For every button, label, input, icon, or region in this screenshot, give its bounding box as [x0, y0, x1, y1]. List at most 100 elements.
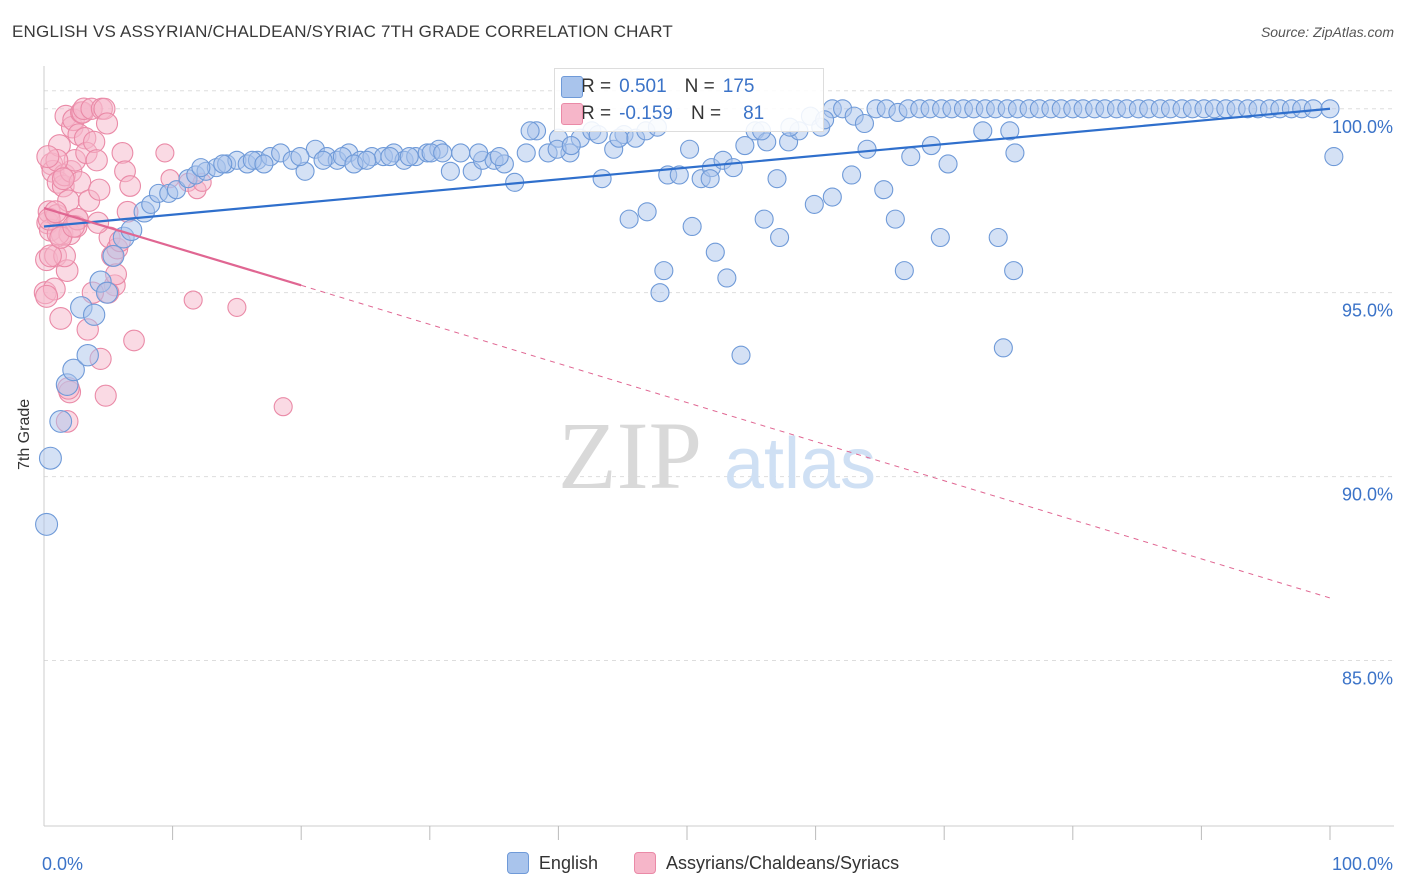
english-point-133 — [754, 209, 774, 229]
r-label-english: R = — [581, 76, 612, 97]
english-point-68 — [723, 158, 743, 178]
english-point-149 — [1005, 143, 1025, 163]
assyrian-point-58 — [273, 397, 293, 417]
assyrian-point-46 — [111, 141, 134, 164]
r-label-assyrian: R = — [581, 103, 612, 124]
english-point-168 — [290, 147, 310, 167]
assyrian-point-12 — [49, 307, 73, 330]
n-value-english: 175 — [722, 76, 755, 97]
assyrian-point-35 — [82, 130, 106, 154]
tick-labels: 85.0% 90.0% 95.0% 100.0% 0.0% 100.0% — [42, 117, 1393, 874]
trend-lines — [43, 107, 1331, 599]
english-point-163 — [489, 147, 509, 167]
english-point-80 — [854, 113, 875, 134]
english-point-64 — [680, 139, 700, 159]
english-point-162 — [469, 143, 489, 163]
legend-item-assyrian[interactable]: Assyrians/Chaldeans/Syriacs — [633, 852, 900, 874]
english-point-141 — [894, 261, 914, 281]
assyrian-point-37 — [88, 178, 111, 201]
english-point-125 — [637, 202, 657, 222]
y-tick-label-1: 90.0% — [1342, 485, 1393, 505]
axes — [43, 66, 1394, 840]
english-point-136 — [822, 187, 842, 207]
english-point-128 — [682, 216, 702, 237]
legend-swatch-assyrian — [633, 852, 656, 874]
stats-row-assyrian: R = -0.159 N = 81 — [561, 101, 765, 127]
english-point-126 — [650, 283, 670, 303]
english-point-160 — [399, 147, 419, 167]
english-point-5 — [76, 343, 99, 367]
assyrian-point-50 — [123, 329, 145, 352]
n-label-english: N = — [684, 76, 715, 97]
legend-label-english: English — [538, 852, 598, 873]
english-point-63 — [669, 165, 689, 185]
english-point-144 — [930, 227, 950, 248]
assyrian-point-49 — [119, 175, 142, 197]
english-point-127 — [654, 261, 674, 281]
y-tick-label-0: 85.0% — [1342, 668, 1393, 688]
watermark: ZIP atlas — [558, 402, 876, 509]
legend-swatch-english — [506, 852, 529, 874]
english-point-154 — [561, 136, 581, 156]
english-point-2 — [49, 409, 73, 433]
english-point-17 — [166, 180, 187, 200]
english-point-152 — [520, 121, 540, 141]
english-point-137 — [842, 165, 862, 185]
english-point-148 — [1000, 121, 1020, 141]
english-point-123 — [1324, 147, 1344, 167]
n-label-assyrian: N = — [690, 103, 722, 124]
english-point-43 — [451, 143, 471, 163]
assyrian-point-64 — [36, 145, 60, 169]
english-point-147 — [988, 227, 1008, 248]
english-point-0 — [35, 512, 59, 536]
chart-title: ENGLISH VS ASSYRIAN/CHALDEAN/SYRIAC 7TH … — [12, 22, 673, 41]
english-point-150 — [1004, 261, 1024, 281]
english-point-130 — [705, 242, 725, 262]
watermark-atlas: atlas — [724, 424, 876, 504]
legend-item-english[interactable]: English — [506, 852, 598, 874]
english-points — [35, 99, 1344, 536]
english-point-4 — [62, 358, 85, 382]
english-point-140 — [885, 209, 905, 229]
stats-box: R = 0.501 N = 175 R = -0.159 N = 81 — [554, 68, 824, 132]
english-point-56 — [592, 169, 612, 189]
watermark-zip: ZIP — [558, 402, 702, 509]
english-point-146 — [973, 121, 993, 141]
english-point-7 — [82, 303, 106, 326]
assyrian-trend-line-dashed — [301, 284, 1331, 599]
x-tick-label-start: 0.0% — [42, 854, 83, 874]
assyrian-point-57 — [227, 297, 247, 317]
assyrian-point-80 — [35, 284, 59, 308]
english-point-145 — [938, 154, 958, 174]
stats-swatch-english — [561, 76, 583, 98]
n-value-assyrian: 81 — [743, 103, 765, 124]
english-trend-line — [43, 107, 1331, 228]
english-point-139 — [874, 180, 894, 200]
english-point-129 — [700, 169, 720, 189]
y-tick-label-3: 100.0% — [1332, 117, 1393, 137]
assyrian-point-77 — [62, 215, 85, 238]
english-point-135 — [804, 194, 824, 214]
legend: English Assyrians/Chaldeans/Syriacs — [0, 852, 1406, 874]
english-point-151 — [993, 338, 1013, 358]
english-point-165 — [213, 154, 233, 174]
r-value-assyrian: -0.159 — [619, 103, 673, 124]
english-point-164 — [191, 158, 211, 178]
english-point-10 — [102, 244, 125, 267]
assyrian-point-65 — [38, 244, 62, 268]
legend-label-assyrian: Assyrians/Chaldeans/Syriacs — [665, 852, 900, 873]
english-point-173 — [380, 147, 400, 167]
english-point-174 — [433, 143, 453, 163]
assyrian-point-36 — [85, 149, 108, 172]
english-point-142 — [901, 147, 921, 167]
english-point-9 — [95, 281, 119, 304]
english-point-69 — [735, 136, 755, 156]
assyrian-point-51 — [155, 143, 175, 163]
english-point-49 — [516, 143, 536, 163]
english-point-138 — [857, 139, 877, 159]
english-point-72 — [767, 169, 787, 189]
english-point-167 — [254, 154, 274, 174]
english-point-169 — [313, 150, 333, 170]
